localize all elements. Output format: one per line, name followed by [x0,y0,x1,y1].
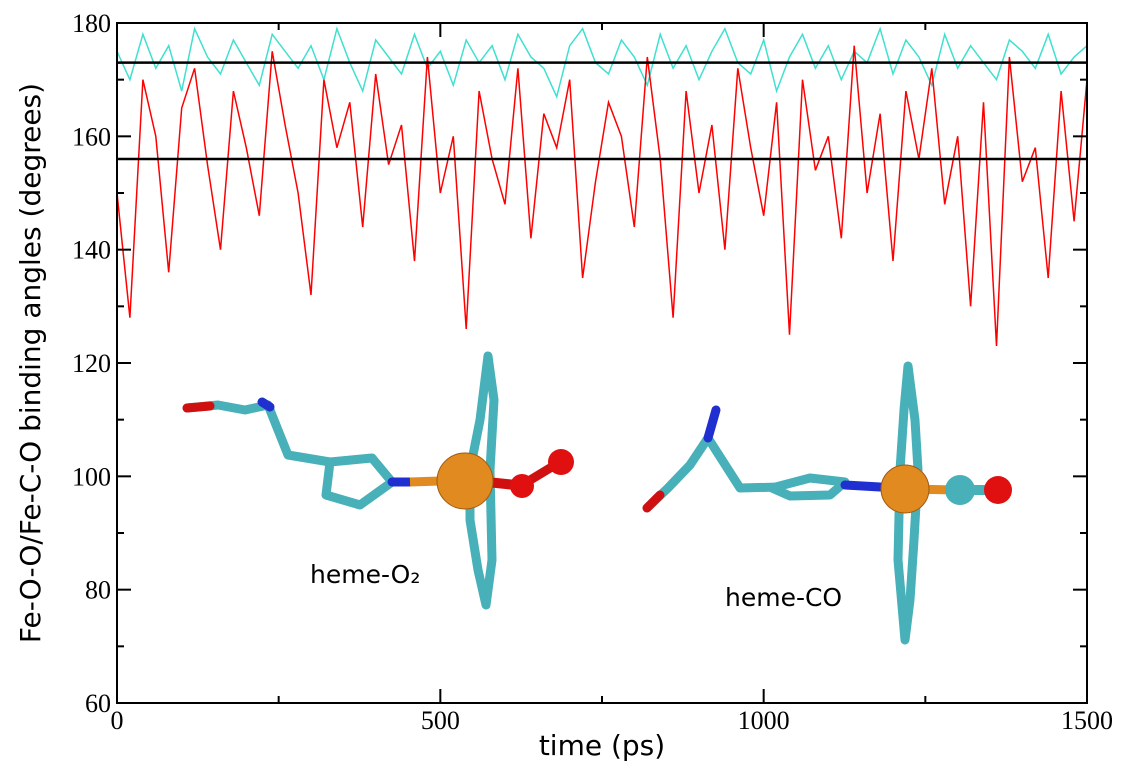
y-tick-label: 160 [72,122,111,151]
nitrogen-bond [257,397,275,412]
imidazole-ring [321,453,397,510]
annotation: heme-O₂ [310,560,420,589]
iron-atom [880,464,930,514]
x-axis-label: time (ps) [539,729,665,762]
y-tick-label: 100 [72,462,111,491]
nitrogen-bond [840,480,885,492]
imidazole-ring [767,473,850,501]
oxygen-bond [182,401,215,413]
porphyrin [465,351,499,610]
y-tick-label: 180 [72,9,111,38]
porphyrin [893,361,923,645]
side-chain [642,433,785,513]
oxygen-bond [642,490,665,513]
side-chain [182,400,335,467]
data-line [116,45,1088,347]
x-tick-label: 500 [421,706,460,735]
iron-atom [436,452,494,510]
y-tick-label: 60 [85,689,111,718]
x-tick-label: 1000 [738,706,790,735]
y-tick-label: 80 [85,576,111,605]
iron-bond [409,476,441,487]
y-axis-label: Fe-O-O/Fe-C-O binding angles (degrees) [14,83,47,643]
oxygen-atom [510,474,534,498]
y-tick-label: 120 [72,349,111,378]
x-tick-label: 0 [111,706,124,735]
oxygen-atom [984,476,1012,504]
oxygen-atom [548,449,574,475]
carbon-atom [945,475,975,505]
annotation: heme-CO [725,583,842,612]
x-tick-label: 1500 [1061,706,1113,735]
nitrogen-bond [703,405,721,443]
y-tick-label: 140 [72,236,111,265]
plot-frame [116,22,1088,704]
molecule-illustrations [182,351,1012,645]
data-line [116,26,1088,99]
